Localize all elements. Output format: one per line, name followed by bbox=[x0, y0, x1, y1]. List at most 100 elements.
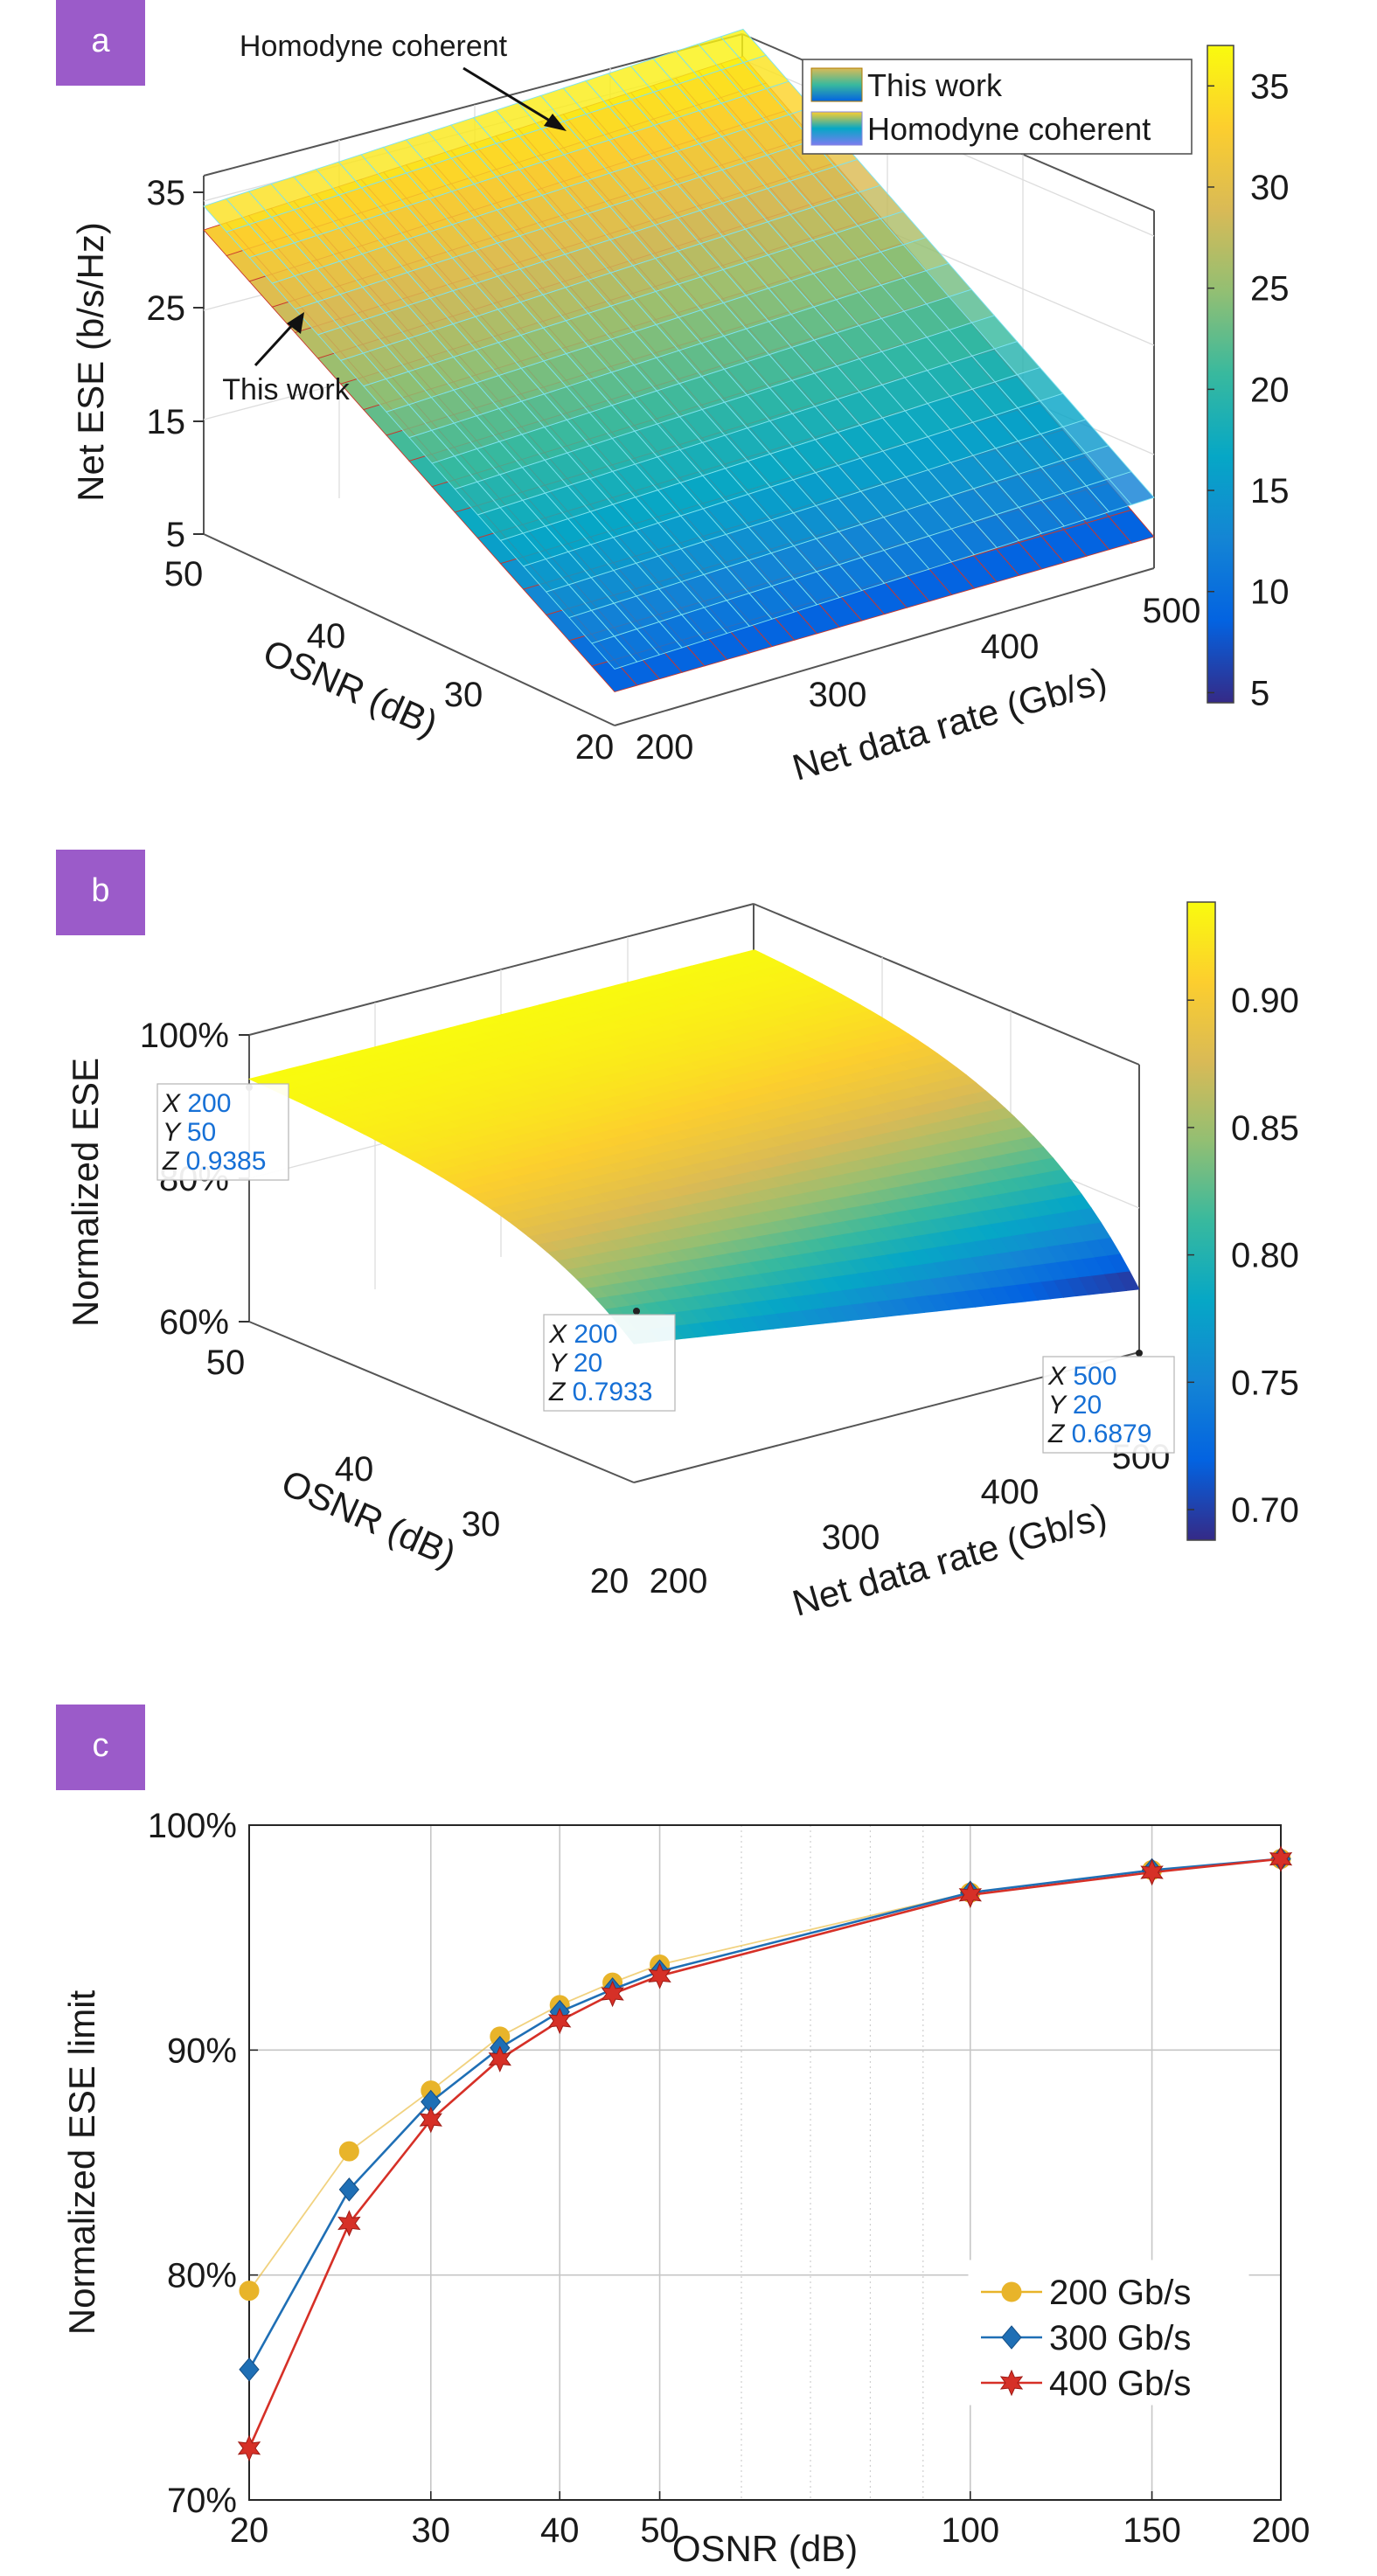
data-point bbox=[338, 2177, 360, 2202]
colorbar: 0.70 0.75 0.80 0.85 0.90 bbox=[1186, 901, 1299, 1541]
y-tick-label: 40 bbox=[335, 1450, 374, 1489]
legend-label: 400 Gb/s bbox=[1049, 2364, 1191, 2403]
panel-label: b bbox=[91, 872, 109, 909]
annotation-homodyne: Homodyne coherent bbox=[240, 30, 567, 131]
series-line bbox=[248, 1857, 1282, 2292]
colorbar-tick-label: 0.85 bbox=[1231, 1109, 1299, 1148]
z-axis-label: Net ESE (b/s/Hz) bbox=[70, 222, 111, 502]
panel-b-chart: b 100% 80% 60% Normalized ESE 50 40 30 2… bbox=[56, 850, 1299, 1624]
svg-text:Z 0.6879: Z 0.6879 bbox=[1047, 1420, 1151, 1448]
datatip: X 500 Y 20 Z 0.6879 bbox=[1042, 1350, 1175, 1454]
colorbar-tick-label: 15 bbox=[1250, 472, 1290, 510]
axis-ticks: 20 30 40 50 100 150 200 70% 80% 90% 100% bbox=[148, 1807, 1311, 2550]
annotation-this-work: This work bbox=[222, 312, 351, 406]
series-line bbox=[247, 1857, 1282, 2371]
data-point bbox=[648, 1962, 671, 1989]
z-tick-label: 60% bbox=[159, 1303, 229, 1342]
x-tick-label: 50 bbox=[640, 2511, 679, 2550]
svg-text:Y 50: Y 50 bbox=[163, 1118, 216, 1147]
legend-swatch-this-work bbox=[810, 67, 863, 102]
y-axis-label: OSNR (dB) bbox=[257, 631, 443, 744]
x-tick-label: 200 bbox=[650, 1562, 708, 1600]
datatip: X 200 Y 50 Z 0.9385 bbox=[156, 1083, 289, 1181]
x-tick-label: 500 bbox=[1143, 592, 1201, 630]
y-axis-label: Normalized ESE limit bbox=[61, 1989, 102, 2335]
svg-text:Y 20: Y 20 bbox=[1048, 1391, 1102, 1420]
y-tick-label: 30 bbox=[444, 676, 483, 714]
surface-patch bbox=[741, 949, 766, 959]
panel-label: c bbox=[93, 1727, 109, 1764]
legend-marker bbox=[1001, 2325, 1022, 2350]
data-point bbox=[1269, 1845, 1293, 1872]
svg-text:X 500: X 500 bbox=[1047, 1362, 1116, 1391]
x-tick-label: 200 bbox=[1252, 2511, 1311, 2550]
data-point bbox=[237, 2434, 261, 2462]
series-line bbox=[247, 1857, 1282, 2449]
y-tick-label: 80% bbox=[167, 2257, 237, 2295]
surface-patch bbox=[720, 28, 767, 64]
data-point bbox=[338, 2141, 359, 2162]
panel-a-chart: a 35 25 15 5 Net ESE (b/s/Hz) 50 4 bbox=[56, 0, 1290, 788]
legend-swatch-homodyne bbox=[810, 111, 863, 146]
datatip: X 200 Y 20 Z 0.7933 bbox=[543, 1308, 676, 1412]
panel-label: a bbox=[91, 23, 110, 59]
z-axis: 35 25 15 5 Net ESE (b/s/Hz) bbox=[70, 174, 204, 554]
x-axis: 200 300 400 500 Net data rate (Gb/s) bbox=[650, 1438, 1171, 1624]
data-point bbox=[958, 1881, 982, 1909]
plot-area bbox=[248, 1824, 1282, 2501]
y-tick-label: 40 bbox=[307, 617, 346, 656]
x-tick-label: 400 bbox=[981, 628, 1040, 666]
x-tick-label: 150 bbox=[1123, 2511, 1181, 2550]
y-tick-label: 30 bbox=[462, 1505, 501, 1544]
surface-normalized-ese bbox=[247, 949, 1140, 1344]
data-point bbox=[337, 2210, 361, 2237]
x-tick-label: 300 bbox=[809, 676, 867, 714]
z-tick-label: 5 bbox=[166, 516, 185, 554]
colorbar-tick-label: 0.70 bbox=[1231, 1491, 1299, 1530]
colorbar-tick-label: 0.75 bbox=[1231, 1364, 1299, 1402]
x-tick-label: 200 bbox=[636, 728, 694, 767]
y-tick-label: 100% bbox=[148, 1807, 237, 1845]
svg-text:X 200: X 200 bbox=[162, 1089, 231, 1118]
legend-label: Homodyne coherent bbox=[867, 111, 1151, 147]
data-point bbox=[239, 2281, 260, 2302]
y-tick-label: 70% bbox=[167, 2482, 237, 2520]
x-axis-label: OSNR (dB) bbox=[672, 2528, 858, 2569]
x-axis-label: Net data rate (Gb/s) bbox=[788, 1495, 1111, 1623]
data-point bbox=[419, 2106, 442, 2134]
surface-homodyne-coherent bbox=[203, 28, 1155, 670]
colorbar-tick-label: 35 bbox=[1250, 67, 1290, 106]
colorbar-tick-label: 0.80 bbox=[1231, 1237, 1299, 1275]
y-tick-label: 50 bbox=[206, 1344, 246, 1382]
data-point bbox=[601, 1980, 624, 2008]
svg-text:Y 20: Y 20 bbox=[549, 1349, 602, 1378]
colorbar-tick-label: 30 bbox=[1250, 169, 1290, 207]
annotation-text: Homodyne coherent bbox=[240, 30, 508, 63]
x-tick-label: 30 bbox=[412, 2511, 451, 2550]
panel-badge bbox=[56, 0, 145, 86]
z-tick-label: 25 bbox=[147, 289, 186, 328]
x-tick-label: 100 bbox=[941, 2511, 999, 2550]
legend: This work Homodyne coherent bbox=[802, 59, 1193, 155]
y-tick-label: 20 bbox=[590, 1562, 629, 1600]
legend-marker bbox=[1001, 2281, 1022, 2302]
series-400-gb-s bbox=[237, 1845, 1293, 2462]
legend-label: 200 Gb/s bbox=[1049, 2274, 1191, 2312]
legend: 200 Gb/s 300 Gb/s 400 Gb/s bbox=[968, 2260, 1249, 2406]
colorbar-tick-label: 25 bbox=[1250, 270, 1290, 309]
data-point bbox=[1140, 1858, 1164, 1886]
series-200-gb-s bbox=[239, 1849, 1291, 2302]
legend-marker bbox=[999, 2369, 1024, 2397]
series-group bbox=[237, 1845, 1293, 2462]
data-point bbox=[488, 2045, 511, 2073]
x-tick-label: 400 bbox=[981, 1473, 1040, 1511]
svg-text:Z 0.7933: Z 0.7933 bbox=[548, 1378, 652, 1406]
y-tick-label: 20 bbox=[575, 728, 615, 767]
panel-badge bbox=[56, 1705, 145, 1790]
colorbar-tick-label: 20 bbox=[1250, 371, 1290, 409]
z-tick-label: 15 bbox=[147, 403, 186, 441]
legend-label: 300 Gb/s bbox=[1049, 2319, 1191, 2357]
panel-c-chart: c 20 30 40 50 100 150 200 70% 80% 90% 100% Normali… bbox=[56, 1705, 1311, 2569]
colorbar-tick-label: 0.90 bbox=[1231, 982, 1299, 1020]
y-tick-label: 90% bbox=[167, 2031, 237, 2070]
